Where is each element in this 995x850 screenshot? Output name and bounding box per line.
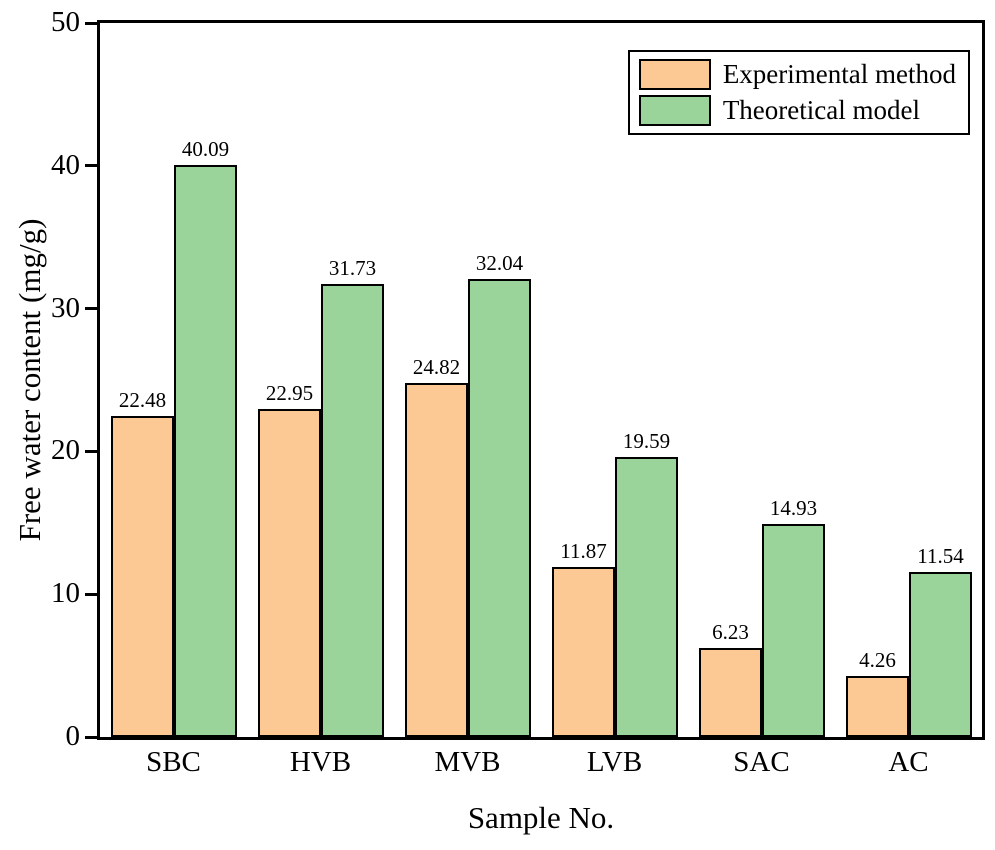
bar-sac-theoretical (762, 524, 825, 737)
y-tick-mark-0 (85, 736, 97, 739)
bar-value-label-mvb-experimental: 24.82 (412, 355, 461, 379)
bar-value-label-sbc-theoretical: 40.09 (181, 137, 230, 161)
y-tick-label-30: 30 (51, 292, 80, 324)
legend-item-theoretical: Theoretical model (638, 95, 956, 126)
bar-value-label-lvb-theoretical: 19.59 (622, 429, 671, 453)
bar-sac-experimental (699, 648, 762, 737)
y-tick-mark-30 (85, 307, 97, 310)
plot-area: Experimental method Theoretical model 22… (97, 20, 985, 740)
x-tick-label-mvb: MVB (434, 746, 501, 778)
bar-value-label-hvb-theoretical: 31.73 (328, 256, 377, 280)
x-tick-label-lvb: LVB (586, 746, 643, 778)
bar-value-label-lvb-experimental: 11.87 (560, 539, 607, 563)
x-tick-label-hvb: HVB (289, 746, 352, 778)
bar-value-label-sac-theoretical: 14.93 (769, 496, 818, 520)
legend-label-experimental: Experimental method (722, 59, 956, 89)
y-tick-label-50: 50 (51, 6, 80, 38)
bar-value-label-ac-experimental: 4.26 (859, 648, 896, 672)
bar-lvb-experimental (552, 567, 615, 737)
y-tick-mark-50 (85, 22, 97, 25)
bar-sbc-experimental (111, 416, 174, 737)
legend-item-experimental: Experimental method (638, 59, 956, 90)
x-tick-label-sac: SAC (733, 746, 790, 778)
y-tick-label-20: 20 (51, 434, 80, 466)
x-tick-label-ac: AC (888, 746, 929, 778)
bar-value-label-hvb-experimental: 22.95 (265, 381, 314, 405)
bar-ac-theoretical (909, 572, 972, 737)
bar-lvb-theoretical (615, 457, 678, 737)
y-tick-mark-20 (85, 450, 97, 453)
bar-hvb-experimental (258, 409, 321, 737)
legend-label-theoretical: Theoretical model (722, 95, 920, 125)
bar-sbc-theoretical (174, 165, 237, 737)
y-tick-mark-40 (85, 164, 97, 167)
bar-mvb-experimental (405, 383, 468, 737)
y-tick-label-40: 40 (51, 149, 80, 181)
y-axis-title: Free water content (mg/g) (12, 218, 47, 542)
legend-swatch-experimental (638, 59, 711, 90)
bar-value-label-sac-experimental: 6.23 (712, 620, 749, 644)
legend-swatch-theoretical (638, 95, 711, 126)
x-axis-title: Sample No. (467, 800, 615, 835)
bar-mvb-theoretical (468, 279, 531, 737)
bar-value-label-ac-theoretical: 11.54 (917, 544, 964, 568)
bar-hvb-theoretical (321, 284, 384, 737)
bar-ac-experimental (846, 676, 909, 737)
bar-value-label-sbc-experimental: 22.48 (118, 388, 167, 412)
bar-value-label-mvb-theoretical: 32.04 (475, 251, 524, 275)
y-tick-label-0: 0 (65, 720, 81, 752)
y-tick-mark-10 (85, 593, 97, 596)
y-tick-label-10: 10 (51, 577, 80, 609)
legend: Experimental method Theoretical model (627, 50, 970, 135)
x-tick-label-sbc: SBC (146, 746, 201, 778)
